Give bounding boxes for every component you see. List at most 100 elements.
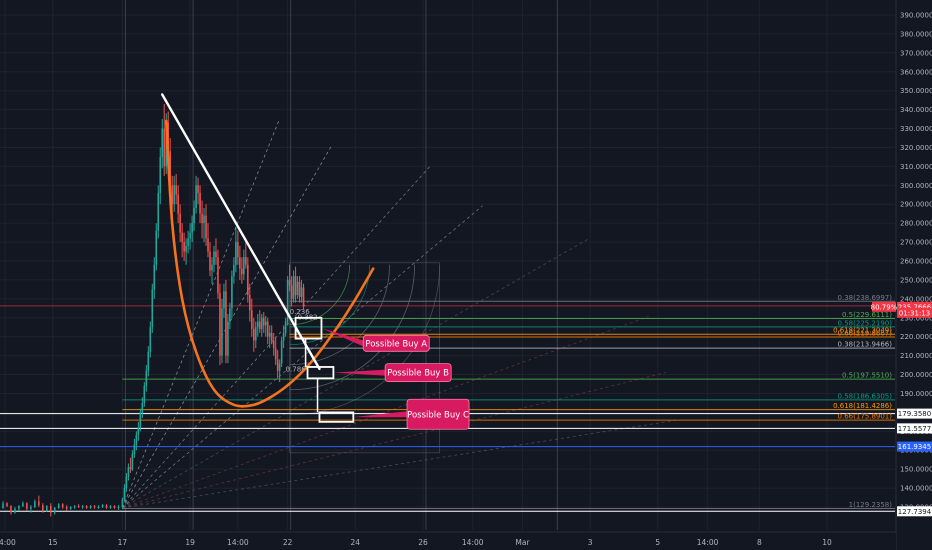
price-tag-label: 161.9345 [898, 443, 931, 451]
fib-level-label: 0.5(229.6111) [842, 311, 892, 319]
candle-body [73, 506, 76, 508]
price-tag-label: 127.7394 [898, 508, 932, 516]
time-tick-label: 24 [351, 538, 361, 547]
candle-body [249, 295, 251, 311]
candle-body [10, 506, 12, 513]
candle-body [262, 317, 265, 326]
callout-box [406, 398, 470, 430]
candle-body [280, 340, 283, 364]
time-tick-label: 15 [48, 538, 58, 547]
candle-body [42, 505, 44, 511]
callout-label: Possible Buy C [407, 410, 469, 420]
price-tag-label: 171.5577 [898, 425, 931, 433]
candle-body [193, 208, 195, 224]
candle-body [237, 242, 239, 258]
time-tick-label: 17 [118, 538, 128, 547]
fib-level-label: 1(129.2358) [849, 501, 893, 509]
candle-body [211, 264, 213, 271]
price-tick-label: 370.0000 [900, 49, 932, 57]
price-tick-label: 220.0000 [900, 333, 932, 341]
price-tick-label: 320.0000 [900, 144, 932, 152]
time-tick-label: 5 [655, 538, 660, 547]
candle-body [201, 213, 203, 224]
price-tick-label: 250.0000 [900, 276, 932, 284]
candle-body [205, 215, 207, 239]
buy-zone-box [306, 366, 335, 380]
trendline [161, 93, 321, 371]
candle-body [282, 332, 285, 341]
candle-body [239, 257, 241, 269]
candle-body [109, 506, 112, 508]
candle-body [155, 230, 158, 265]
candle-body [227, 321, 229, 356]
candle-body [57, 504, 60, 508]
candle-body [89, 506, 92, 508]
candle-body [69, 507, 72, 509]
time-tick-label: 14:00 [227, 538, 249, 547]
candle-body [169, 151, 171, 186]
fan-ray [122, 205, 483, 509]
candle-body [179, 213, 181, 233]
fib-arc [289, 264, 416, 391]
candle-body [245, 257, 247, 265]
price-tick-label: 390.0000 [900, 12, 932, 20]
candle-body [127, 467, 130, 477]
candle-body [294, 276, 297, 296]
candle-body [258, 321, 261, 330]
price-tick-label: 350.0000 [900, 87, 932, 95]
candle-body [229, 308, 231, 322]
candle-body [252, 329, 255, 341]
candle-body [243, 257, 245, 275]
fib-level-label: 0.66(219.8667) [838, 329, 893, 337]
candle-body [143, 385, 146, 403]
candle-body [175, 185, 177, 195]
candle-body [159, 156, 162, 193]
candle-body [187, 238, 189, 246]
candle-body [93, 506, 96, 508]
fib-level-label: 0.58(186.6305) [838, 392, 893, 400]
price-tag-box [897, 441, 932, 452]
fib-level-label: 0.38(238.6997) [838, 294, 893, 302]
price-tick-label: 230.0000 [900, 314, 932, 322]
candle-body [151, 289, 154, 328]
candle-body [272, 340, 275, 349]
fib-arc [289, 264, 351, 326]
price-tick-label: 140.0000 [900, 485, 932, 493]
callout-pointer [333, 369, 386, 376]
time-tick-label: 14:00 [0, 538, 16, 547]
price-axis[interactable]: 390.0000 380.0000 370.0000 360.0000 350.0000… [895, 0, 932, 550]
price-tick-label: 190.0000 [900, 390, 932, 398]
price-tag-label: 235.7666 [898, 303, 932, 311]
candle-body [81, 506, 84, 508]
candle-body [183, 242, 185, 252]
price-tick-label: 150.0000 [900, 466, 932, 474]
time-tick-label: 14:00 [697, 538, 719, 547]
time-axis[interactable]: 14:00 15 17 19 14:00 22 24 26 14:00 Mar 3 5 14:00 8 10 [0, 531, 896, 550]
candle-body [221, 308, 223, 356]
time-tick-label: 10 [822, 538, 832, 547]
price-tag-box [897, 408, 932, 419]
candle-body [147, 351, 150, 371]
price-tick-label: 340.0000 [900, 106, 932, 114]
candle-body [233, 264, 235, 277]
fib-level-label: 0.618(181.4286) [833, 402, 892, 410]
candle-body [117, 507, 120, 508]
candle-body [157, 192, 160, 231]
candle-body [18, 506, 20, 509]
price-tick-label: 270.0000 [900, 239, 932, 247]
candle-body [235, 242, 237, 265]
fib-small-label: 0.786 [286, 366, 307, 374]
candle-body [137, 427, 140, 436]
time-tick-label: 8 [757, 538, 762, 547]
candle-body [215, 251, 217, 258]
price-tick-label: 210.0000 [900, 352, 932, 360]
candle-body [38, 501, 40, 506]
candle-body [213, 251, 215, 265]
candle-body [217, 257, 219, 294]
candle-body [264, 321, 267, 326]
price-tag-box [897, 423, 932, 434]
price-tag-box [897, 301, 932, 312]
candle-body [45, 506, 48, 511]
